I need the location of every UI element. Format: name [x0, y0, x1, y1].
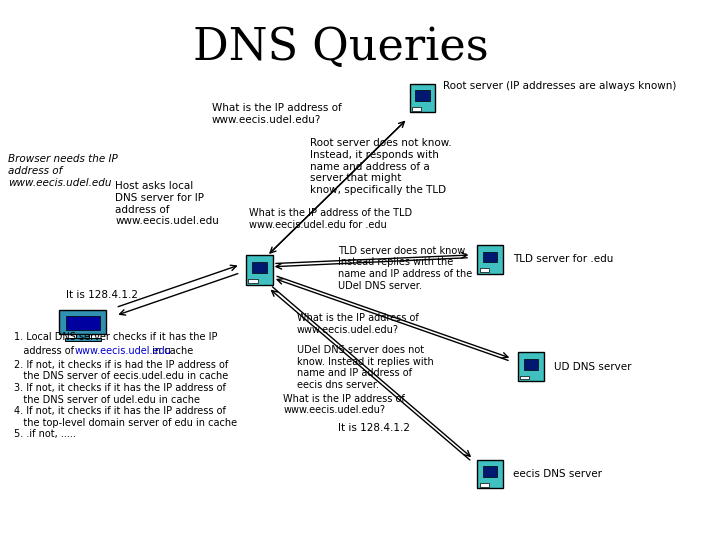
FancyBboxPatch shape — [518, 353, 544, 381]
Text: 2. If not, it checks if is had the IP address of
   the DNS server of eecis.udel: 2. If not, it checks if is had the IP ad… — [14, 360, 237, 440]
FancyBboxPatch shape — [246, 255, 273, 285]
Text: address of: address of — [14, 346, 77, 356]
Text: Root server does not know.
Instead, it responds with
name and address of a
serve: Root server does not know. Instead, it r… — [310, 138, 452, 195]
Text: in cache: in cache — [150, 346, 194, 356]
FancyBboxPatch shape — [248, 279, 258, 284]
Text: What is the IP address of
www.eecis.udel.edu?: What is the IP address of www.eecis.udel… — [212, 104, 342, 125]
Text: TLD server does not know.
Instead replies with the
name and IP address of the
UD: TLD server does not know. Instead replie… — [338, 246, 472, 291]
FancyBboxPatch shape — [477, 460, 503, 489]
Text: What is the IP address of
www.eecis.udel.edu?: What is the IP address of www.eecis.udel… — [283, 394, 405, 415]
FancyBboxPatch shape — [483, 467, 498, 477]
FancyBboxPatch shape — [76, 334, 89, 340]
FancyBboxPatch shape — [477, 245, 503, 274]
Text: It is 128.4.1.2: It is 128.4.1.2 — [66, 291, 138, 300]
FancyBboxPatch shape — [412, 107, 420, 111]
FancyBboxPatch shape — [480, 483, 489, 487]
Text: www.eecis.udel.edu: www.eecis.udel.edu — [75, 346, 171, 356]
Text: DNS Queries: DNS Queries — [193, 25, 489, 69]
Text: 1. Local DNS server checks if it has the IP: 1. Local DNS server checks if it has the… — [14, 332, 217, 342]
FancyBboxPatch shape — [415, 90, 430, 101]
FancyBboxPatch shape — [65, 339, 101, 341]
Text: Root server (IP addresses are always known): Root server (IP addresses are always kno… — [443, 82, 676, 91]
FancyBboxPatch shape — [483, 252, 498, 262]
Text: What is the IP address of
www.eecis.udel.edu?: What is the IP address of www.eecis.udel… — [297, 313, 418, 335]
Text: UDel DNS server does not
know. Instead it replies with
name and IP address of
ee: UDel DNS server does not know. Instead i… — [297, 345, 433, 390]
FancyBboxPatch shape — [66, 316, 100, 330]
Text: eecis DNS server: eecis DNS server — [513, 469, 602, 479]
FancyBboxPatch shape — [480, 268, 489, 272]
FancyBboxPatch shape — [410, 84, 436, 112]
FancyBboxPatch shape — [252, 262, 267, 273]
Text: What is the IP address of the TLD
www.eecis.udel.edu for .edu: What is the IP address of the TLD www.ee… — [249, 208, 413, 230]
Text: It is 128.4.1.2: It is 128.4.1.2 — [338, 423, 410, 433]
Text: UD DNS server: UD DNS server — [554, 362, 631, 372]
FancyBboxPatch shape — [524, 359, 539, 370]
FancyBboxPatch shape — [60, 310, 107, 334]
Text: Browser needs the IP
address of
www.eecis.udel.edu: Browser needs the IP address of www.eeci… — [8, 154, 118, 188]
FancyBboxPatch shape — [521, 375, 529, 379]
Text: TLD server for .edu: TLD server for .edu — [513, 254, 613, 264]
Text: Host asks local
DNS server for IP
address of
www.eecis.udel.edu: Host asks local DNS server for IP addres… — [115, 181, 220, 226]
